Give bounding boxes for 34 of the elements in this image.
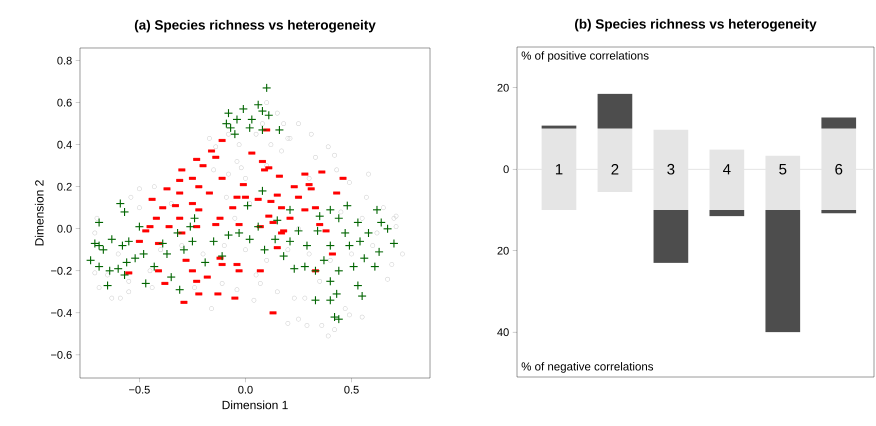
y-tick-label: −0.4 — [51, 308, 72, 317]
category-label: 1 — [556, 164, 562, 174]
category-label: 5 — [779, 164, 786, 174]
bar — [821, 210, 856, 214]
category-label: 6 — [835, 164, 842, 175]
y-tick-label: 20 — [498, 84, 509, 92]
y-tick-label: 0.6 — [57, 98, 72, 107]
y-tick-label: 20 — [498, 246, 509, 255]
category-label: 4 — [723, 164, 731, 174]
bar — [542, 126, 576, 128]
y-tick-label: −0.6 — [51, 350, 72, 359]
bar — [765, 210, 800, 332]
annotation: % of positive correlations — [522, 51, 649, 62]
y-tick-label: 0 — [504, 165, 509, 174]
y-tick-label: 0.0 — [57, 224, 72, 233]
x-tick-label: 0.5 — [344, 386, 359, 394]
chart-title: (a) Species richness vs heterogeneity — [134, 20, 376, 32]
category-label: 2 — [612, 164, 618, 174]
bar — [821, 117, 856, 128]
annotation: % of negative correlations — [522, 362, 654, 373]
x-tick-label: 0.0 — [238, 386, 253, 394]
chart-title: (b) Species richness vs heterogeneity — [575, 18, 817, 32]
y-tick-label: −0.2 — [51, 266, 72, 275]
y-axis-title: Dimension 2 — [34, 180, 44, 246]
x-tick-label: −0.5 — [129, 386, 150, 394]
y-tick-label: 0.8 — [57, 56, 72, 65]
bar — [654, 210, 688, 263]
bar — [598, 94, 632, 128]
bar — [709, 210, 744, 216]
x-axis-title: Dimension 1 — [222, 400, 288, 410]
category-label: 3 — [667, 164, 674, 175]
y-tick-label: 0.4 — [57, 140, 72, 149]
y-tick-label: 40 — [497, 328, 509, 336]
y-tick-label: 0.2 — [57, 182, 72, 191]
